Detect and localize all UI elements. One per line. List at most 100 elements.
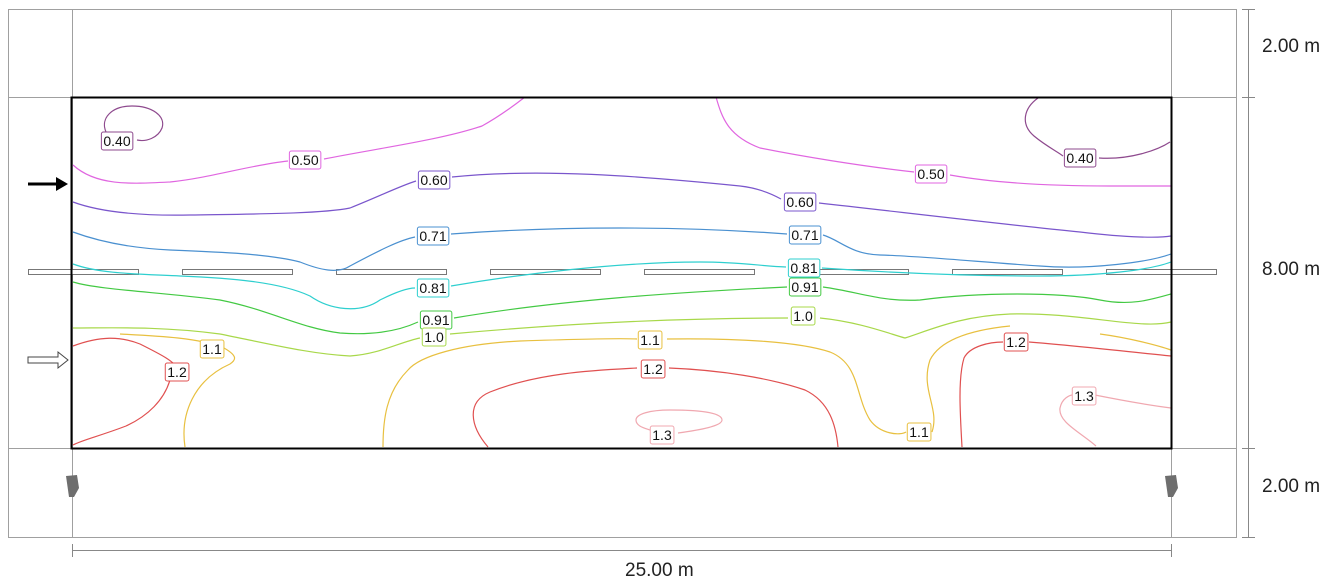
contour-label: 0.60 xyxy=(783,192,817,212)
contour-label-box xyxy=(164,362,190,382)
contour-label: 1.2 xyxy=(1003,332,1029,352)
contour-label-text: 0.91 xyxy=(422,312,449,328)
outer-border xyxy=(8,9,1237,538)
contour-130-right xyxy=(1059,394,1172,447)
contour-label: 0.40 xyxy=(1063,148,1097,168)
luminaire xyxy=(952,269,1063,275)
contour-100 xyxy=(72,313,1172,357)
contour-label: 0.50 xyxy=(288,150,322,170)
contour-label-box xyxy=(906,422,932,442)
contour-label: 0.91 xyxy=(419,310,453,330)
dimension-label-field-depth: 8.00 m xyxy=(1262,259,1321,280)
contour-lines xyxy=(72,96,1172,448)
contour-091 xyxy=(72,281,1172,335)
contour-label-text: 1.0 xyxy=(793,308,813,324)
contour-label-text: 1.3 xyxy=(652,427,672,443)
contour-label: 0.81 xyxy=(787,258,821,278)
contour-label: 1.3 xyxy=(1071,386,1097,406)
contour-label-box xyxy=(914,164,948,184)
traffic-direction-arrow-filled xyxy=(28,177,68,191)
contour-label-box xyxy=(1003,332,1029,352)
observer-marker-right xyxy=(1165,475,1178,497)
luminaire xyxy=(644,269,755,275)
contour-label: 1.3 xyxy=(649,425,675,445)
dimension-lines xyxy=(72,9,1255,557)
contour-label-text: 1.1 xyxy=(909,424,929,440)
contour-label-text: 0.81 xyxy=(419,280,446,296)
contour-label-text: 0.71 xyxy=(419,228,446,244)
contour-label-text: 0.40 xyxy=(103,133,130,149)
observer-marker-left xyxy=(66,475,79,497)
luminaire xyxy=(336,269,447,275)
contour-label-text: 1.0 xyxy=(424,329,444,345)
contour-label-text: 0.81 xyxy=(790,260,817,276)
contour-050 xyxy=(72,96,1171,187)
luminaire xyxy=(1106,269,1217,275)
contour-label-box xyxy=(788,225,822,245)
direction-arrows xyxy=(27,177,69,370)
contour-label-text: 0.40 xyxy=(1066,150,1093,166)
contour-label-box xyxy=(637,330,663,350)
contour-label: 0.71 xyxy=(416,226,450,246)
contour-label-text: 1.2 xyxy=(643,361,663,377)
luminaire-row xyxy=(28,269,1217,275)
contour-060 xyxy=(72,172,1172,238)
contour-label-box xyxy=(790,306,816,326)
contour-label-box xyxy=(100,131,134,151)
observer-markers xyxy=(66,475,1178,497)
contour-label-text: 1.3 xyxy=(1074,388,1094,404)
contour-label-box xyxy=(640,359,666,379)
contour-label-text: 0.91 xyxy=(791,279,818,295)
luminaire xyxy=(28,269,139,275)
contour-label-box xyxy=(787,258,821,278)
contour-label-text: 0.50 xyxy=(291,152,318,168)
contour-label-box xyxy=(199,339,225,359)
contour-label-text: 0.71 xyxy=(791,227,818,243)
contour-label: 1.0 xyxy=(421,327,447,347)
contour-label: 1.1 xyxy=(906,422,932,442)
contour-label: 0.81 xyxy=(416,278,450,298)
contour-130-center xyxy=(635,409,723,434)
contour-label: 0.91 xyxy=(788,277,822,297)
contour-071 xyxy=(72,227,1172,271)
contour-label-box xyxy=(416,226,450,246)
contour-120 xyxy=(72,337,1172,448)
contour-label: 1.1 xyxy=(637,330,663,350)
dimension-label-bottom-band: 2.00 m xyxy=(1262,476,1321,497)
dimension-label-top-band: 2.00 m xyxy=(1262,36,1321,57)
contour-label-text: 1.2 xyxy=(1006,334,1026,350)
contour-label: 1.0 xyxy=(790,306,816,326)
contour-040-left xyxy=(103,105,164,142)
contour-label-text: 1.1 xyxy=(202,341,222,357)
traffic-direction-arrow-outline xyxy=(27,350,69,370)
contour-label-text: 1.1 xyxy=(640,332,660,348)
contour-label-box xyxy=(417,170,451,190)
contour-label-box xyxy=(783,192,817,212)
contour-label-box xyxy=(649,425,675,445)
contour-label-box xyxy=(788,277,822,297)
contour-label-box xyxy=(1063,148,1097,168)
contour-label: 1.2 xyxy=(640,359,666,379)
contour-label-box xyxy=(416,278,450,298)
contour-label-text: 1.2 xyxy=(167,364,187,380)
contour-040-right xyxy=(1024,97,1171,159)
contour-label-box xyxy=(421,327,447,347)
contour-label-box xyxy=(1071,386,1097,406)
contour-label-layer: 0.40 0.40 0.50 0.50 0.60 0.60 0.71 0.71 0.81 0.81… xyxy=(100,131,1097,445)
contour-110 xyxy=(119,325,1172,448)
contour-label: 0.50 xyxy=(914,164,948,184)
contour-label-box xyxy=(288,150,322,170)
contour-label: 0.60 xyxy=(417,170,451,190)
contour-label-text: 0.60 xyxy=(420,172,447,188)
luminaire xyxy=(182,269,293,275)
task-area-border xyxy=(70,96,1173,450)
contour-label: 0.40 xyxy=(100,131,134,151)
contour-label: 1.1 xyxy=(199,339,225,359)
contour-081 xyxy=(72,261,1172,310)
contour-label: 0.71 xyxy=(788,225,822,245)
contour-label-text: 0.50 xyxy=(917,166,944,182)
dimension-label-width: 25.00 m xyxy=(625,560,694,581)
contour-label: 1.2 xyxy=(164,362,190,382)
contour-label-text: 0.60 xyxy=(786,194,813,210)
